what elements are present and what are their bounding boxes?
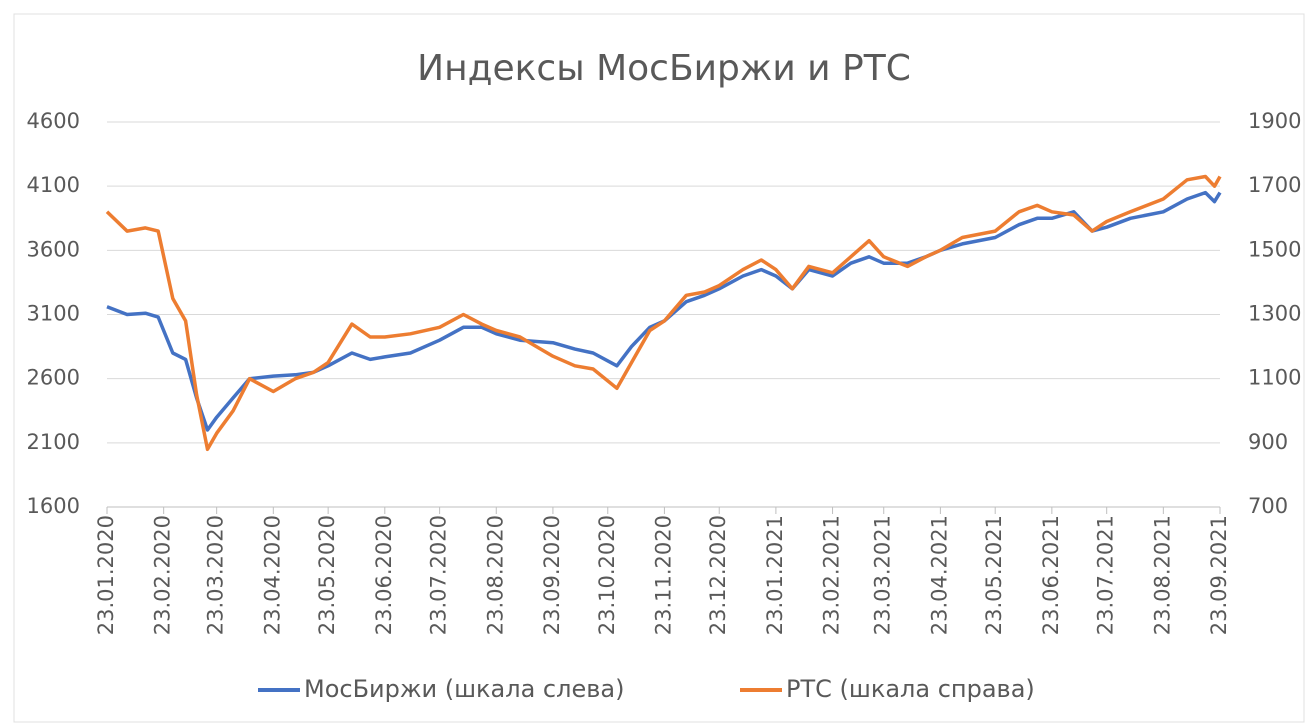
x-tick-label: 23.08.2021 [1150, 515, 1174, 635]
y-tick-label: 3100 [27, 302, 80, 326]
y-tick-label: 4600 [27, 109, 80, 133]
x-tick-label: 23.09.2020 [540, 515, 564, 635]
y2-tick-label: 1500 [1248, 237, 1301, 261]
chart-title: Индексы МосБиржи и РТС [417, 48, 911, 89]
x-tick-label: 23.12.2020 [706, 515, 730, 635]
x-tick-label: 23.06.2021 [1039, 515, 1063, 635]
y2-tick-label: 700 [1248, 494, 1288, 518]
y-tick-label: 2100 [27, 430, 80, 454]
x-tick-label: 23.03.2021 [871, 515, 895, 635]
x-tick-label: 23.11.2020 [651, 515, 675, 635]
x-tick-label: 23.09.2021 [1207, 515, 1231, 635]
x-tick-label: 23.10.2020 [595, 515, 619, 635]
x-tick-label: 23.04.2021 [927, 515, 951, 635]
series-line [105, 174, 1222, 452]
x-tick-label: 23.03.2020 [204, 515, 228, 635]
legend-label: РТС (шкала справа) [786, 675, 1035, 703]
x-tick-label: 23.08.2020 [483, 515, 507, 635]
y2-tick-label: 900 [1248, 430, 1288, 454]
y2-tick-label: 1300 [1248, 302, 1301, 326]
x-tick-label: 23.02.2021 [820, 515, 844, 635]
y-tick-label: 3600 [27, 237, 80, 261]
x-tick-label: 23.01.2020 [94, 515, 118, 635]
x-tick-label: 23.07.2020 [427, 515, 451, 635]
x-tick-label: 23.01.2021 [763, 515, 787, 635]
x-tick-label: 23.05.2020 [315, 515, 339, 635]
y-tick-label: 1600 [27, 494, 80, 518]
y2-tick-label: 1700 [1248, 173, 1301, 197]
x-tick-label: 23.05.2021 [982, 515, 1006, 635]
x-tick-label: 23.02.2020 [151, 515, 175, 635]
y2-tick-label: 1900 [1248, 109, 1301, 133]
x-tick-label: 23.04.2020 [260, 515, 284, 635]
chart-frame [13, 13, 1305, 723]
x-tick-label: 23.07.2021 [1094, 515, 1118, 635]
legend-label: МосБиржи (шкала слева) [304, 675, 624, 703]
y-tick-label: 2600 [27, 366, 80, 390]
x-tick-label: 23.06.2020 [372, 515, 396, 635]
y-tick-label: 4100 [27, 173, 80, 197]
y2-tick-label: 1100 [1248, 366, 1301, 390]
